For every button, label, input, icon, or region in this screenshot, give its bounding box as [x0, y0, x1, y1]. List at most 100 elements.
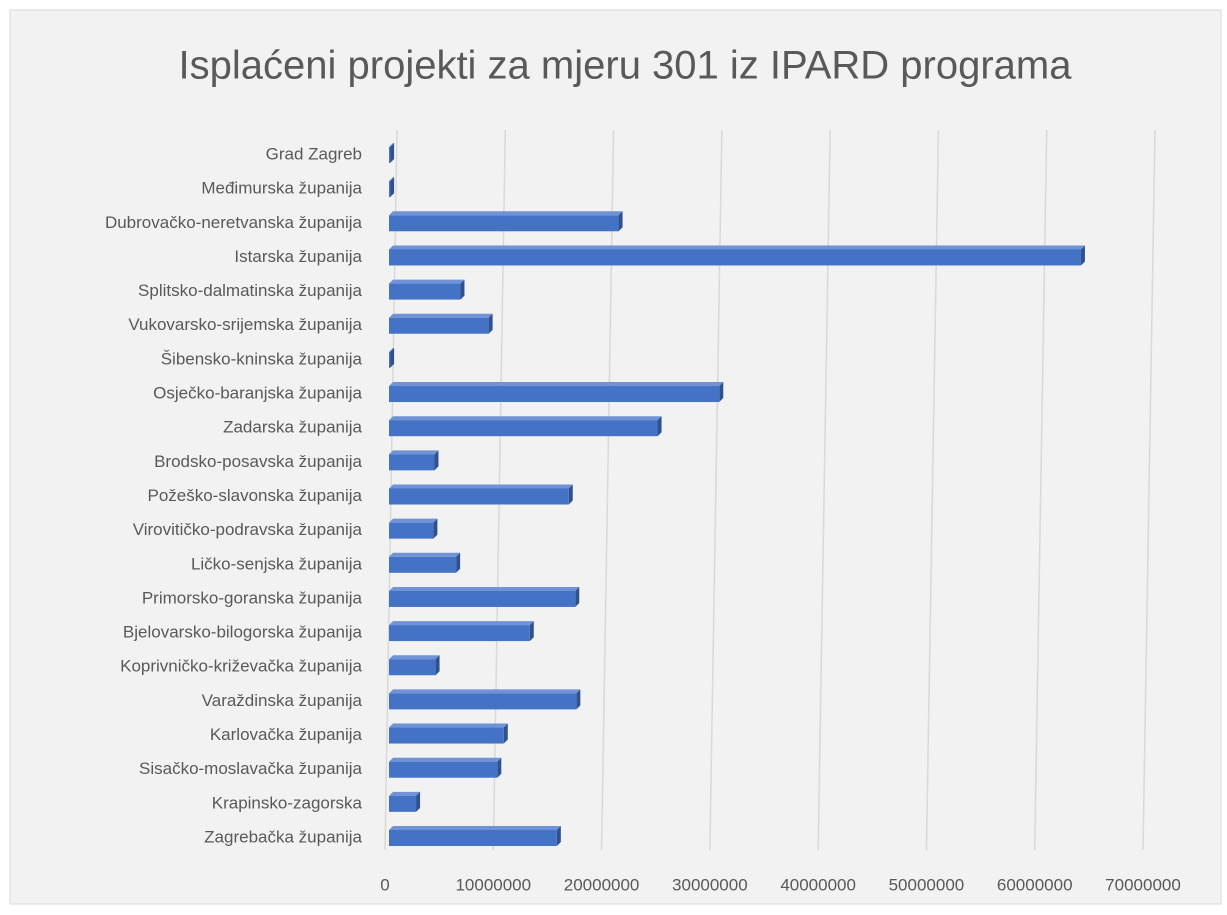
- bar-face: [389, 181, 391, 198]
- x-tick-label: 10000000: [455, 875, 531, 894]
- y-tick-label: Zagrebačka županija: [204, 827, 362, 846]
- bar-face: [389, 386, 720, 403]
- x-tick-label: 30000000: [672, 875, 748, 894]
- bar-face: [389, 659, 436, 676]
- bar-face: [389, 727, 504, 744]
- bar-side: [657, 416, 662, 437]
- bar-face: [389, 625, 530, 642]
- bar: [389, 382, 724, 403]
- y-tick-label: Koprivničko-križevačka županija: [120, 657, 362, 676]
- bar-top: [389, 826, 561, 830]
- y-tick-label: Osječko-baranjska županija: [153, 384, 362, 403]
- bar: [389, 826, 561, 846]
- bar: [389, 416, 662, 437]
- x-tick-label: 0: [380, 875, 389, 894]
- bar-side: [618, 211, 623, 232]
- bar-top: [389, 552, 461, 557]
- y-tick-label: Krapinsko-zagorska: [212, 793, 363, 812]
- y-tick-label: Brodsko-posavska županija: [154, 452, 362, 471]
- y-tick-label: Grad Zagreb: [266, 144, 362, 163]
- bar-side: [390, 143, 395, 163]
- bar-top: [389, 416, 662, 421]
- y-tick-label: Primorsko-goranska županija: [142, 588, 363, 607]
- bar-top: [389, 621, 534, 626]
- bar-face: [389, 317, 489, 334]
- bar: [389, 450, 439, 471]
- bar-side: [1080, 245, 1085, 266]
- chart-area: [9, 9, 1222, 905]
- bar-top: [389, 484, 573, 489]
- bar-side: [568, 484, 573, 505]
- bar-top: [389, 177, 395, 182]
- bar: [389, 245, 1085, 266]
- bar-side: [529, 621, 534, 642]
- bar-top: [389, 791, 421, 796]
- bar-side: [488, 313, 493, 334]
- bar-side: [390, 177, 395, 198]
- bar-top: [389, 689, 581, 694]
- x-tick-label: 40000000: [780, 875, 856, 894]
- bar-face: [389, 249, 1081, 266]
- bar-side: [416, 791, 421, 812]
- bar-side: [503, 723, 508, 744]
- y-tick-label: Splitsko-dalmatinska županija: [138, 281, 362, 300]
- bar-face: [389, 522, 434, 539]
- bar: [389, 757, 502, 778]
- chart-title: Isplaćeni projekti za mjeru 301 iz IPARD…: [179, 44, 1073, 88]
- y-tick-label: Međimurska županija: [201, 179, 362, 198]
- y-tick-label: Istarska županija: [234, 247, 362, 266]
- bar-side: [719, 382, 724, 403]
- bar: [389, 211, 623, 232]
- bar: [389, 791, 421, 812]
- y-tick-label: Sisačko-moslavačka županija: [139, 759, 363, 778]
- bar-side: [434, 450, 439, 471]
- grid-line: [1142, 129, 1156, 851]
- bar-top: [389, 347, 395, 352]
- bar-side: [390, 347, 395, 368]
- bar-side: [460, 279, 465, 300]
- bar-top: [389, 723, 508, 728]
- y-tick-label: Varaždinska županija: [202, 691, 363, 710]
- x-tick-label: 70000000: [1105, 875, 1181, 894]
- bar: [389, 655, 440, 676]
- bar: [389, 552, 461, 573]
- y-tick-label: Virovitičko-podravska županija: [133, 520, 363, 539]
- y-tick-label: Dubrovačko-neretvanska županija: [105, 213, 363, 232]
- bar-face: [389, 556, 457, 573]
- bar-top: [389, 518, 438, 523]
- y-tick-label: Požeško-slavonska županija: [147, 486, 362, 505]
- bar-face: [389, 830, 557, 846]
- bar-top: [389, 143, 395, 147]
- x-tick-label: 60000000: [997, 875, 1073, 894]
- bar: [389, 689, 581, 710]
- bar: [389, 484, 573, 505]
- bar-face: [389, 351, 391, 368]
- bar-face: [389, 215, 619, 232]
- bar-top: [389, 211, 623, 216]
- bar-side: [433, 518, 438, 539]
- bar-top: [389, 757, 502, 762]
- bar-top: [389, 245, 1085, 250]
- bar-face: [389, 761, 498, 778]
- bar-face: [389, 454, 435, 471]
- bar-side: [575, 586, 580, 607]
- bar-face: [389, 420, 658, 437]
- bar: [389, 518, 438, 539]
- bar-side: [576, 689, 581, 710]
- y-tick-label: Šibensko-kninska županija: [161, 349, 363, 368]
- bar-top: [389, 586, 580, 591]
- bar: [389, 723, 508, 744]
- bar: [389, 279, 465, 300]
- bar-side: [556, 826, 561, 846]
- bar: [389, 313, 493, 334]
- bar-top: [389, 313, 493, 318]
- bar-top: [389, 655, 440, 660]
- bar-face: [389, 283, 461, 300]
- bar: [389, 177, 395, 198]
- bar-top: [389, 279, 465, 284]
- bar: [389, 347, 395, 368]
- bar: [389, 143, 395, 163]
- bar-face: [389, 590, 576, 607]
- y-tick-label: Bjelovarsko-bilogorska županija: [123, 623, 363, 642]
- bar: [389, 621, 534, 642]
